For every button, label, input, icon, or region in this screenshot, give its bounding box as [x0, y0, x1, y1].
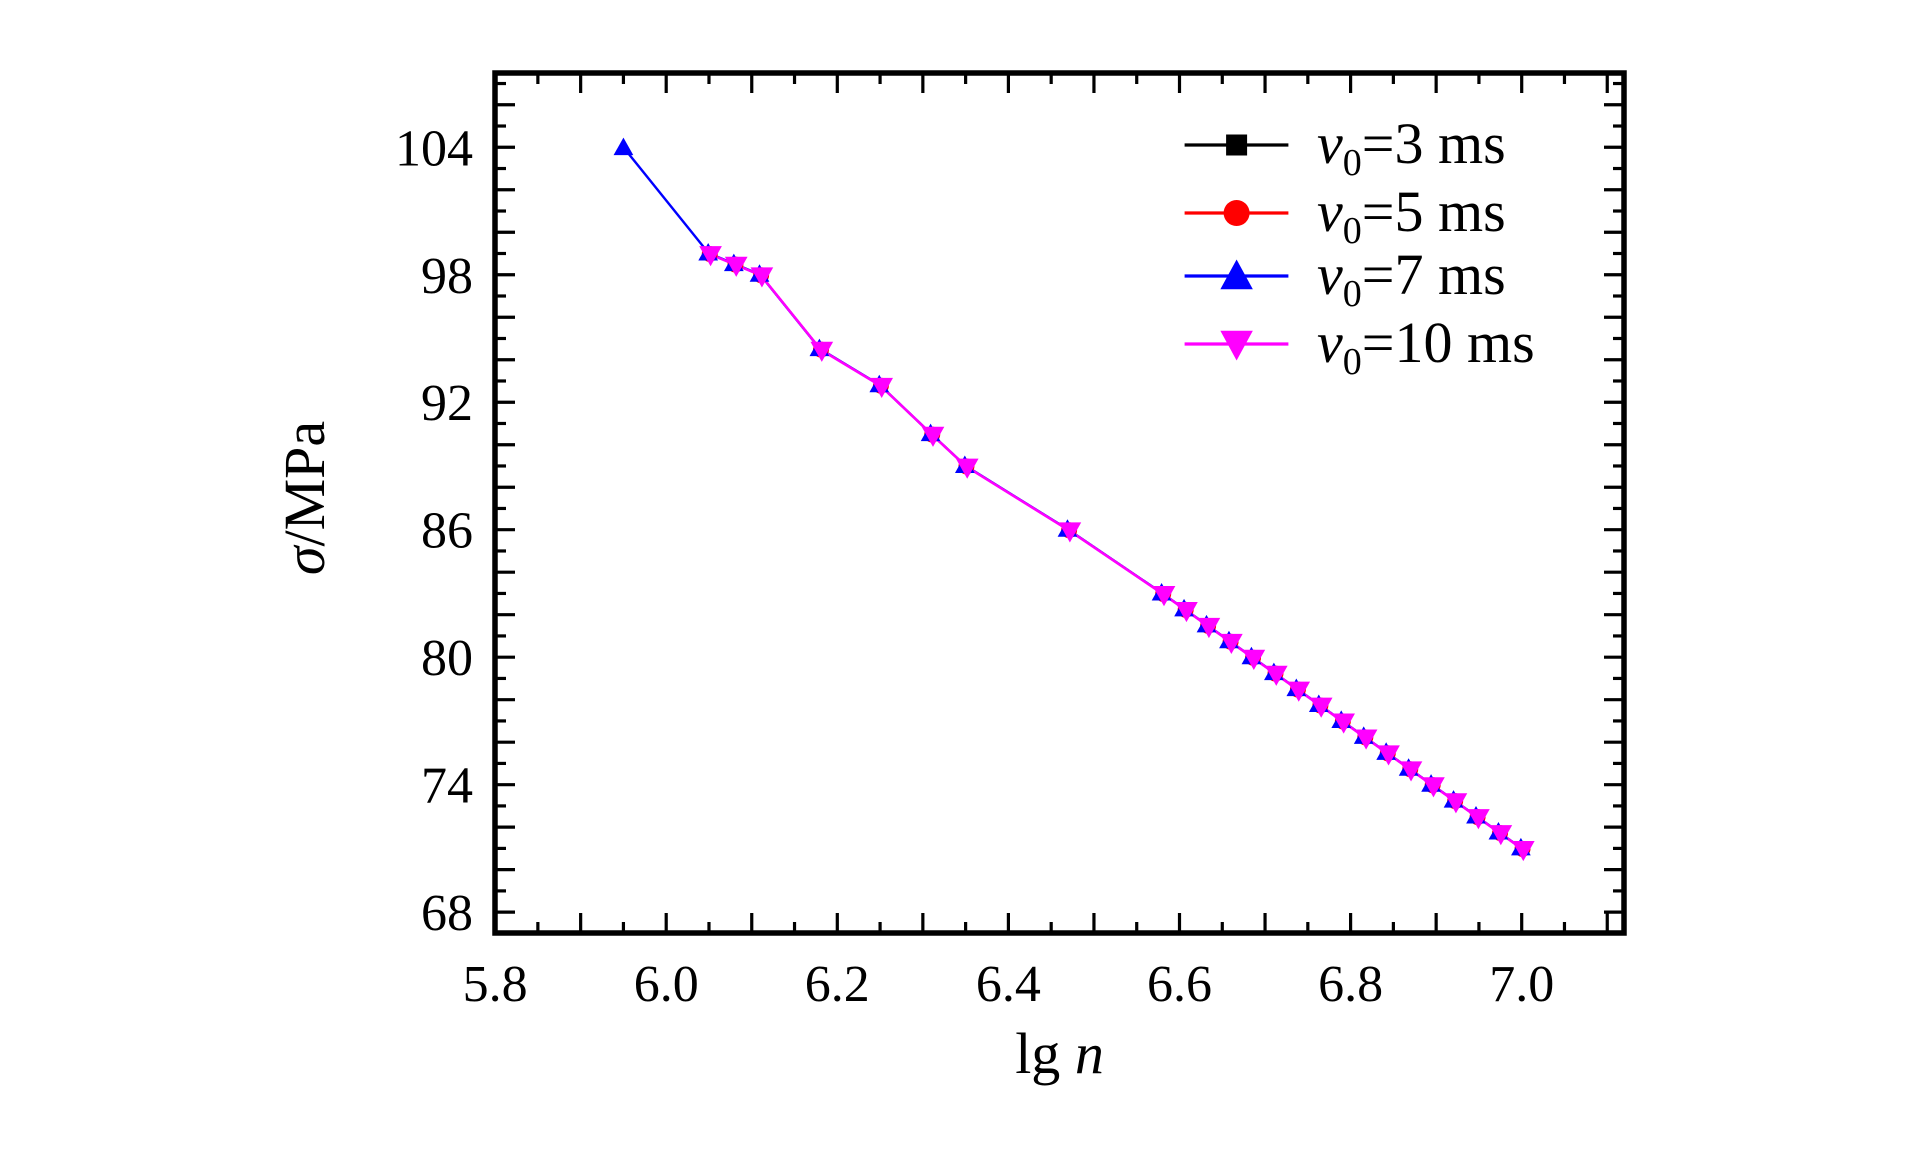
svg-text:6.2: 6.2: [805, 956, 870, 1013]
svg-text:6.8: 6.8: [1318, 956, 1383, 1013]
svg-text:80: 80: [421, 630, 473, 687]
svg-text:92: 92: [421, 375, 473, 432]
svg-text:5.8: 5.8: [463, 956, 528, 1013]
svg-text:86: 86: [421, 503, 473, 560]
svg-text:68: 68: [421, 885, 473, 942]
svg-text:6.4: 6.4: [976, 956, 1041, 1013]
svg-text:σ/MPa: σ/MPa: [272, 421, 337, 575]
svg-text:6.0: 6.0: [634, 956, 699, 1013]
svg-text:lg n: lg n: [1015, 1021, 1104, 1086]
svg-text:98: 98: [421, 248, 473, 305]
svg-text:74: 74: [421, 758, 473, 815]
svg-text:104: 104: [395, 120, 473, 177]
svg-text:7.0: 7.0: [1489, 956, 1554, 1013]
svg-text:6.6: 6.6: [1147, 956, 1212, 1013]
